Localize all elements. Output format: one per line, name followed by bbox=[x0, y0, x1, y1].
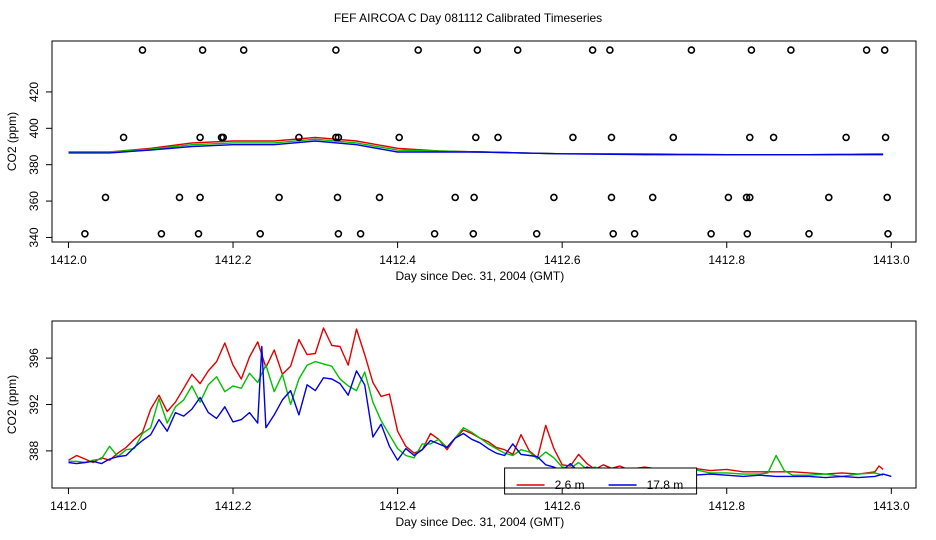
marker-point bbox=[256, 230, 265, 238]
marker-point bbox=[494, 133, 502, 142]
marker-point bbox=[588, 46, 597, 54]
marker-point bbox=[196, 193, 204, 202]
x-tick-label: 1413.0 bbox=[873, 499, 910, 513]
top-panel: 1412.0 1412.2 1412.4 1412.6 1412.8 1413.0 Day … bbox=[5, 40, 917, 283]
marker-point bbox=[375, 193, 384, 202]
marker-point bbox=[881, 133, 890, 142]
bottom-series-green bbox=[68, 360, 884, 478]
x-tick-label: 1412.2 bbox=[215, 253, 252, 267]
marker-point bbox=[333, 193, 342, 202]
x-tick-label: 1412.6 bbox=[544, 253, 581, 267]
marker-point bbox=[194, 230, 203, 238]
marker-point bbox=[451, 193, 460, 202]
marker-point bbox=[883, 193, 892, 202]
y-tick-label: 396 bbox=[27, 348, 41, 368]
y-tick-label: 360 bbox=[27, 191, 41, 211]
x-tick-label: 1412.2 bbox=[215, 499, 252, 513]
marker-point bbox=[469, 230, 478, 238]
marker-point bbox=[119, 133, 128, 142]
legend-label: 2.6 m bbox=[555, 478, 585, 492]
x-axis-label: Day since Dec. 31, 2004 (GMT) bbox=[396, 269, 565, 283]
marker-point bbox=[805, 230, 813, 238]
marker-point bbox=[550, 193, 558, 202]
x-tick-label: 1412.4 bbox=[379, 499, 416, 513]
marker-point bbox=[198, 46, 207, 54]
marker-point bbox=[196, 133, 204, 142]
y-tick-label: 388 bbox=[27, 441, 41, 461]
marker-point bbox=[175, 193, 184, 202]
x-tick-label: 1413.0 bbox=[873, 253, 910, 267]
marker-point bbox=[884, 230, 892, 238]
marker-point bbox=[219, 133, 227, 142]
marker-point bbox=[513, 46, 522, 54]
marker-point bbox=[532, 230, 541, 238]
marker-point bbox=[787, 46, 795, 54]
marker-point bbox=[138, 46, 147, 54]
marker-point bbox=[745, 193, 754, 202]
x-tick-label: 1412.0 bbox=[50, 253, 87, 267]
y-tick-label: 340 bbox=[27, 227, 41, 247]
marker-point bbox=[724, 193, 733, 202]
marker-point bbox=[471, 133, 480, 142]
y-tick-label: 400 bbox=[27, 118, 41, 138]
marker-point bbox=[239, 46, 248, 54]
x-tick-label: 1412.8 bbox=[708, 499, 745, 513]
y-axis-label: CO2 (ppm) bbox=[5, 375, 19, 434]
marker-point bbox=[332, 133, 340, 142]
bottom-series-blue bbox=[68, 345, 892, 479]
y-axis-label: CO2 (ppm) bbox=[5, 112, 19, 171]
x-tick-label: 1412.0 bbox=[50, 499, 87, 513]
marker-point bbox=[157, 230, 166, 238]
marker-point bbox=[648, 193, 657, 202]
y-tick-label: 420 bbox=[27, 82, 41, 102]
marker-point bbox=[334, 230, 343, 238]
marker-point bbox=[707, 230, 715, 238]
x-tick-label: 1412.4 bbox=[379, 253, 416, 267]
marker-point bbox=[607, 193, 616, 202]
marker-point bbox=[275, 193, 283, 202]
bottom-series-red bbox=[68, 327, 884, 475]
marker-point bbox=[101, 193, 110, 202]
marker-point bbox=[430, 230, 439, 238]
marker-point bbox=[414, 46, 423, 54]
marker-point bbox=[606, 46, 614, 54]
marker-point bbox=[607, 133, 616, 142]
x-tick-label: 1412.8 bbox=[708, 253, 745, 267]
marker-point bbox=[669, 133, 678, 142]
marker-point bbox=[769, 133, 778, 142]
legend-label: 17.8 m bbox=[647, 478, 684, 492]
x-tick-label: 1412.6 bbox=[544, 499, 581, 513]
marker-point bbox=[687, 46, 696, 54]
y-tick-label: 392 bbox=[27, 394, 41, 414]
marker-point bbox=[880, 46, 889, 54]
top-series-blue bbox=[68, 140, 884, 156]
marker-point bbox=[295, 133, 303, 142]
marker-point bbox=[842, 133, 850, 142]
marker-point bbox=[334, 133, 343, 142]
marker-point bbox=[81, 230, 89, 238]
marker-point bbox=[745, 133, 754, 142]
bottom-plot-frame bbox=[51, 320, 917, 489]
marker-point bbox=[332, 46, 340, 54]
marker-point bbox=[609, 230, 618, 238]
y-tick-label: 380 bbox=[27, 154, 41, 174]
marker-point bbox=[862, 46, 871, 54]
marker-point bbox=[473, 46, 482, 54]
chart-title: FEF AIRCOA C Day 081112 Calibrated Times… bbox=[334, 11, 602, 25]
marker-point bbox=[470, 193, 478, 202]
marker-point bbox=[356, 230, 365, 238]
marker-point bbox=[569, 133, 577, 142]
marker-point bbox=[395, 133, 404, 142]
legend-box bbox=[504, 467, 698, 495]
marker-point bbox=[743, 230, 752, 238]
marker-point bbox=[742, 193, 751, 202]
bottom-panel: 2.6 m 17.8 m 1412.0 1412.2 1412.4 1412.6 1412.… bbox=[5, 320, 917, 529]
top-plot-frame bbox=[51, 40, 917, 243]
marker-point bbox=[824, 193, 833, 202]
marker-point bbox=[630, 230, 639, 238]
marker-point bbox=[747, 46, 756, 54]
x-axis-label: Day since Dec. 31, 2004 (GMT) bbox=[396, 515, 565, 529]
